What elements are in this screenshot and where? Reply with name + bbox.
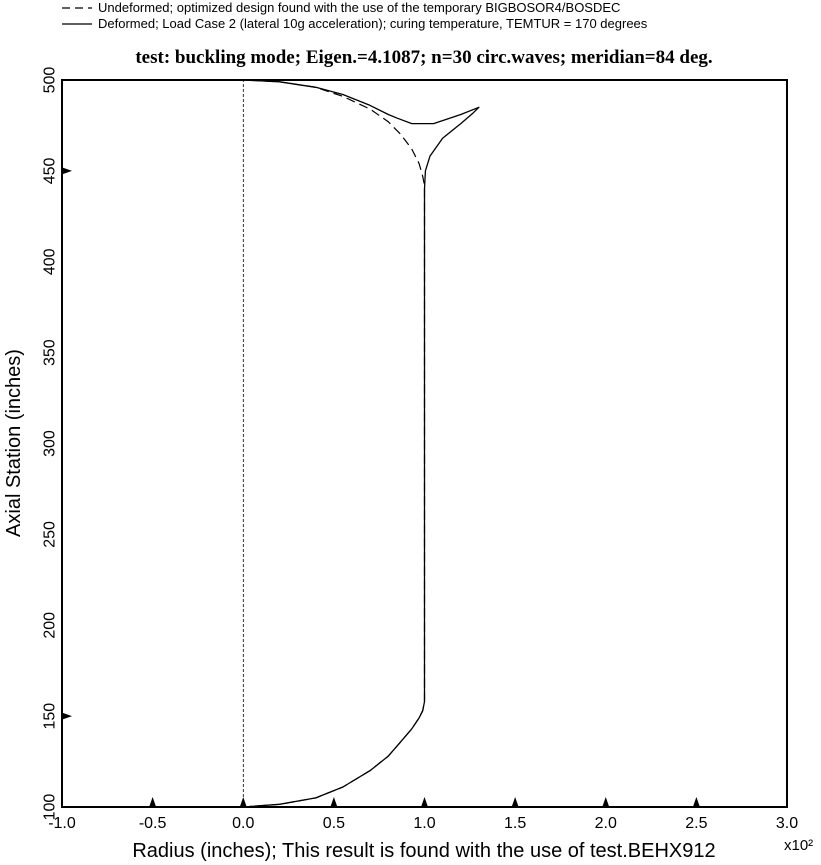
- y-tick-label: 400: [42, 248, 59, 275]
- x-tick-labels: -1.0 -0.5 0.0 0.5 1.0 1.5 2.0 2.5 3.0: [48, 815, 798, 832]
- x-axis-multiplier: x10²: [784, 837, 813, 854]
- x-tick-label: 0.5: [323, 815, 345, 832]
- y-tick-label: 500: [42, 67, 59, 94]
- y-tick-label: 150: [42, 703, 59, 730]
- x-tick-label: -1.0: [48, 815, 76, 832]
- x-axis-marker-0: [149, 797, 157, 807]
- x-axis-marker-4: [511, 797, 519, 807]
- y-tick-label: 450: [42, 157, 59, 184]
- y-tick-label: 350: [42, 339, 59, 366]
- x-axis-marker-5: [602, 797, 610, 807]
- x-tick-label: 2.5: [685, 815, 707, 832]
- y-tick-label: 250: [42, 521, 59, 548]
- y-tick-label: 200: [42, 612, 59, 639]
- series-layer: [242, 79, 480, 808]
- legend: Undeformed; optimized design found with …: [62, 0, 648, 31]
- x-axis-label: Radius (inches); This result is found wi…: [132, 840, 715, 862]
- y-axis-label: Axial Station (inches): [3, 349, 25, 537]
- x-axis-marker-1: [239, 797, 247, 807]
- y-tick-labels: 100 150 200 250 300 350 400 450 500: [42, 67, 59, 821]
- x-axis-marker-2: [330, 797, 338, 807]
- chart-title: test: buckling mode; Eigen.=4.1087; n=30…: [135, 47, 712, 68]
- x-tick-label: 0.0: [232, 815, 254, 832]
- series-line-0: [243, 79, 426, 808]
- x-tick-label: 3.0: [776, 815, 798, 832]
- legend-entry-undeformed: Undeformed; optimized design found with …: [98, 0, 620, 15]
- y-axis-marker-1: [62, 167, 72, 175]
- y-tick-label: 100: [42, 794, 59, 821]
- x-tick-label: 2.0: [595, 815, 617, 832]
- axis-marker-layer: [62, 167, 700, 807]
- x-axis-marker-3: [421, 797, 428, 807]
- x-tick-label: -0.5: [139, 815, 167, 832]
- y-tick-label: 300: [42, 430, 59, 457]
- legend-entry-deformed: Deformed; Load Case 2 (lateral 10g accel…: [98, 16, 648, 31]
- x-axis-marker-6: [692, 797, 700, 807]
- x-tick-label: 1.5: [504, 815, 526, 832]
- x-tick-label: 1.0: [413, 815, 435, 832]
- y-axis-marker-0: [62, 712, 72, 720]
- series-line-1: [243, 79, 480, 808]
